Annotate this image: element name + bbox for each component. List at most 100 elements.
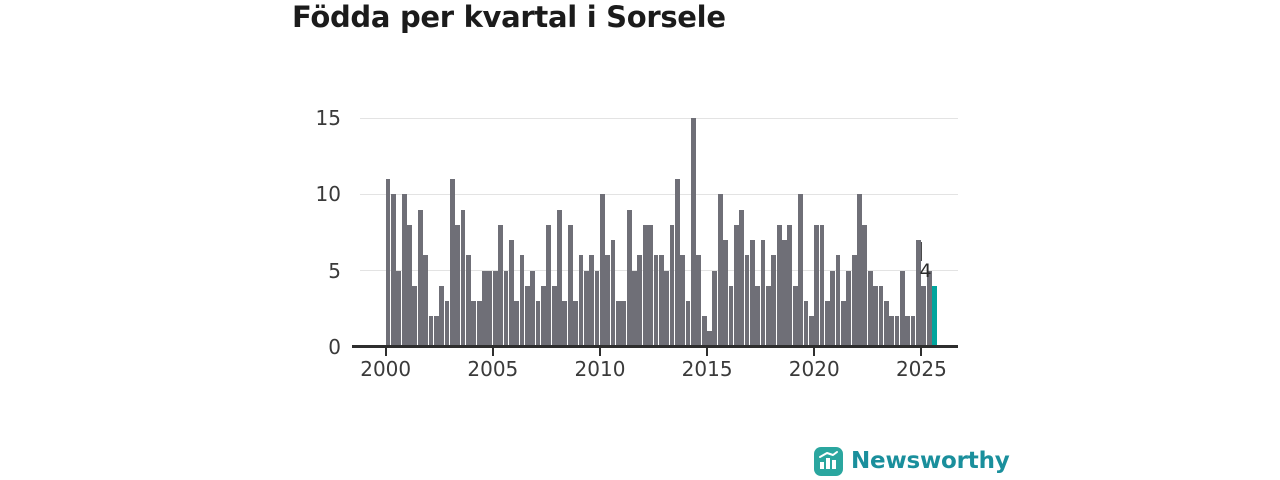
bar [851, 255, 857, 347]
bar [471, 300, 477, 347]
bar [760, 240, 766, 347]
bar [632, 270, 637, 347]
bar [492, 270, 498, 347]
label-leader-line [920, 242, 922, 261]
bar [889, 316, 895, 347]
bar [905, 316, 911, 347]
bar [514, 300, 520, 347]
x-axis-tick [491, 348, 494, 356]
bar [830, 270, 836, 347]
bar [717, 194, 723, 347]
chart-title: Födda per kvartal i Sorsele [292, 0, 726, 34]
bar [664, 270, 670, 347]
bar [846, 270, 852, 347]
bar [894, 316, 900, 347]
bar [798, 194, 803, 347]
bar [841, 300, 846, 347]
bar [776, 224, 782, 347]
bar [578, 255, 584, 347]
x-axis-tick [813, 348, 816, 356]
latest-value-label: 4 [919, 260, 932, 282]
bar [396, 270, 402, 347]
bar [621, 300, 627, 347]
bar [755, 285, 761, 347]
bar [899, 270, 905, 347]
bar [766, 285, 771, 347]
bar [857, 194, 862, 347]
bar [749, 240, 755, 347]
bar [867, 270, 873, 347]
gridline-y-15 [360, 117, 958, 119]
bar [433, 316, 439, 347]
bar [476, 300, 482, 347]
bar [391, 194, 396, 347]
bar [557, 209, 562, 347]
bar [685, 300, 691, 347]
bar [541, 285, 546, 347]
bar [707, 331, 712, 347]
bar [819, 224, 825, 347]
bar [417, 209, 423, 347]
bar [792, 285, 798, 347]
bar [594, 270, 600, 347]
bar [567, 224, 573, 347]
bar [808, 316, 814, 347]
bar [658, 255, 664, 347]
bar [524, 285, 530, 347]
bar [878, 285, 884, 347]
bar [530, 270, 536, 347]
bar [546, 224, 552, 347]
bar [562, 300, 568, 347]
bar [916, 240, 921, 347]
bar [926, 270, 932, 347]
bar [412, 285, 418, 347]
bar [728, 285, 734, 347]
bar [466, 255, 471, 347]
y-axis-tick-label: 0 [328, 334, 341, 359]
bar [883, 300, 889, 347]
bar [407, 224, 412, 347]
bar [487, 270, 493, 347]
bar [439, 285, 445, 347]
bar [648, 224, 653, 347]
newsworthy-bar-chart-icon [814, 447, 843, 476]
newsworthy-logo-text: Newsworthy [851, 448, 1010, 474]
x-axis-tick-label: 2020 [788, 357, 840, 381]
bar [814, 224, 820, 347]
x-axis-tick [598, 348, 601, 356]
bar [401, 194, 407, 347]
bar [824, 300, 830, 347]
x-axis-tick-label: 2025 [895, 357, 947, 381]
bar [449, 179, 455, 347]
bar [551, 285, 557, 347]
bar [862, 224, 868, 347]
bar [535, 300, 541, 347]
newsworthy-logo-link[interactable]: Newsworthy [814, 447, 1010, 476]
bar [626, 209, 632, 347]
x-axis-tick-label: 2005 [467, 357, 519, 381]
gridline-y-10 [360, 193, 958, 195]
bar [498, 224, 503, 347]
bar [835, 255, 841, 347]
bar [701, 316, 707, 347]
x-axis-tick-label: 2015 [681, 357, 733, 381]
bar [503, 270, 509, 347]
bar [589, 255, 595, 347]
bar [508, 240, 514, 347]
y-axis-tick-label: 5 [328, 258, 341, 283]
bar [610, 240, 616, 347]
bar [460, 209, 466, 347]
x-axis-tick [920, 348, 923, 356]
y-axis-tick-label: 10 [315, 182, 341, 207]
highlighted-bar [932, 285, 937, 347]
bar [482, 270, 487, 347]
x-axis-line [352, 345, 958, 348]
bar [910, 316, 916, 347]
x-axis-tick-label: 2010 [574, 357, 626, 381]
bar [455, 224, 461, 347]
bar [637, 255, 643, 347]
bar [616, 300, 621, 347]
x-axis-tick [706, 348, 709, 356]
bar [691, 118, 696, 347]
